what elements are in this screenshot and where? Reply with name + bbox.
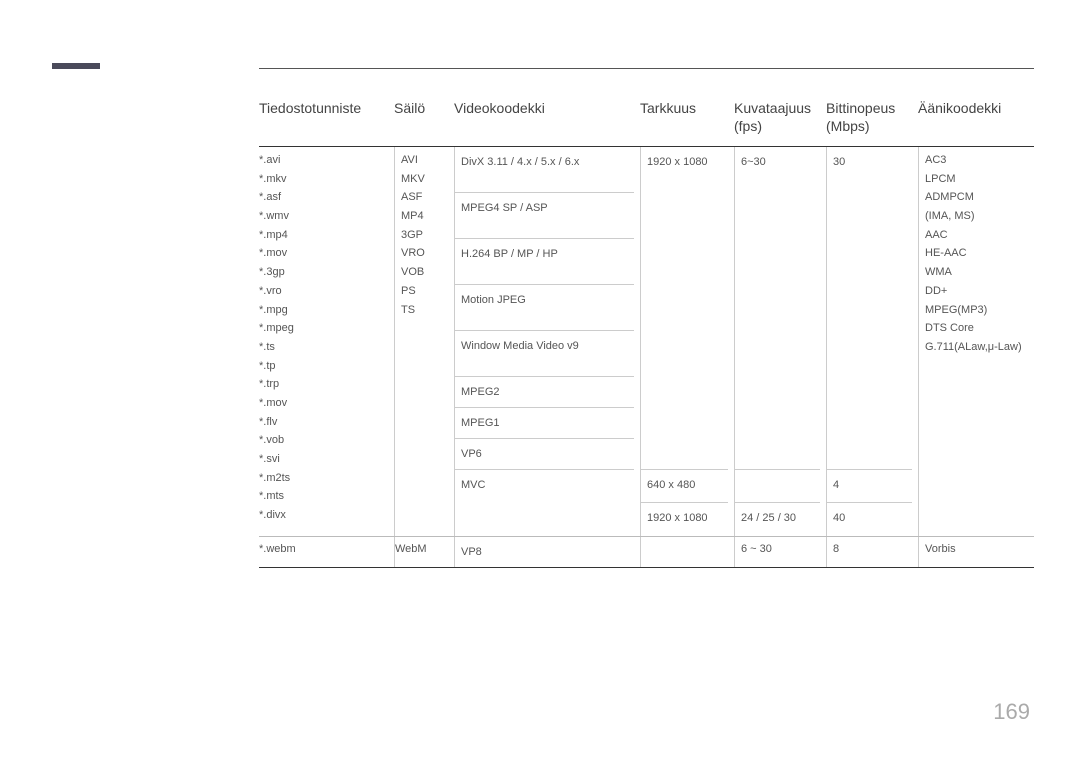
container-item: VOB	[401, 263, 448, 282]
header-bitrate: Bittinopeus (Mbps)	[826, 100, 918, 134]
container-item: PS	[401, 282, 448, 301]
cell-resolutions	[640, 537, 734, 567]
ext-item: *.trp	[259, 375, 388, 394]
audio-codec-item: WMA	[925, 263, 1028, 282]
header-ext: Tiedostotunniste	[259, 100, 394, 116]
codec-item: MPEG4 SP / ASP	[455, 193, 634, 239]
ext-item: *.mov	[259, 244, 388, 263]
table-row: *.avi*.mkv*.asf*.wmv*.mp4*.mov*.3gp*.vro…	[259, 147, 1034, 537]
fps-b	[735, 470, 820, 503]
header-resolution: Tarkkuus	[640, 100, 734, 116]
audio-codec-item: G.711(ALaw,μ-Law)	[925, 338, 1028, 357]
fps-c: 24 / 25 / 30	[735, 503, 820, 536]
bit-c: 40	[827, 503, 912, 536]
bit-a: 30	[827, 147, 912, 470]
ext-item: *.svi	[259, 450, 388, 469]
header-video-codec: Videokoodekki	[454, 100, 640, 116]
ext-item: *.vob	[259, 431, 388, 450]
codec-item: MVC	[455, 470, 634, 500]
cell-extensions: *.webm	[259, 537, 394, 567]
res-a: 1920 x 1080	[641, 147, 728, 470]
ext-item: *.tp	[259, 357, 388, 376]
cell-video-codecs: VP8	[454, 537, 640, 567]
ext-item: *.mov	[259, 394, 388, 413]
container-item: ASF	[401, 188, 448, 207]
audio-codec-item: HE-AAC	[925, 244, 1028, 263]
audio-codec-item: AAC	[925, 226, 1028, 245]
audio-codec-item: MPEG(MP3)	[925, 301, 1028, 320]
codec-item: MPEG2	[455, 377, 634, 408]
audio-codec-item: AC3	[925, 151, 1028, 170]
ext-item: *.wmv	[259, 207, 388, 226]
cell-containers: AVIMKVASFMP43GPVROVOBPSTS	[394, 147, 454, 536]
ext-item: *.3gp	[259, 263, 388, 282]
codec-item: Motion JPEG	[455, 285, 634, 331]
header-fps: Kuvataajuus (fps)	[734, 100, 826, 134]
ext-item: *.mpg	[259, 301, 388, 320]
audio-codec-item: DD+	[925, 282, 1028, 301]
ext-item: *.mkv	[259, 170, 388, 189]
container-item: AVI	[401, 151, 448, 170]
ext-item: *.flv	[259, 413, 388, 432]
res-c: 1920 x 1080	[641, 503, 728, 536]
audio-codec-item: (IMA, MS)	[925, 207, 1028, 226]
cell-bitrate: 30 4 40	[826, 147, 918, 536]
ext-item: *.ts	[259, 338, 388, 357]
ext-item: *.avi	[259, 151, 388, 170]
cell-audio-codecs: Vorbis	[918, 537, 1034, 567]
cell-fps: 6~30 24 / 25 / 30	[734, 147, 826, 536]
codec-vp8: VP8	[455, 537, 634, 567]
ext-item: *.m2ts	[259, 469, 388, 488]
cell-fps: 6 ~ 30	[734, 537, 826, 567]
ext-item: *.asf	[259, 188, 388, 207]
header-fps-label: Kuvataajuus	[734, 100, 811, 116]
container-item: MKV	[401, 170, 448, 189]
codec-item: VP6	[455, 439, 634, 470]
res-b: 640 x 480	[641, 470, 728, 503]
table-row: *.webm WebM VP8 6 ~ 30 8 Vorbis	[259, 537, 1034, 568]
container-item: VRO	[401, 244, 448, 263]
fps-a: 6~30	[735, 147, 820, 470]
codec-item: Window Media Video v9	[455, 331, 634, 377]
container-item: MP4	[401, 207, 448, 226]
ext-item: *.mts	[259, 487, 388, 506]
cell-resolutions: 1920 x 1080 640 x 480 1920 x 1080	[640, 147, 734, 536]
cell-audio-codecs: AC3LPCMADMPCM(IMA, MS)AACHE-AACWMADD+MPE…	[918, 147, 1034, 536]
cell-extensions: *.avi*.mkv*.asf*.wmv*.mp4*.mov*.3gp*.vro…	[259, 147, 394, 536]
container-item: 3GP	[401, 226, 448, 245]
audio-codec-item: DTS Core	[925, 319, 1028, 338]
codec-table: Tiedostotunniste Säilö Videokoodekki Tar…	[259, 100, 1034, 568]
ext-item: *.divx	[259, 506, 388, 525]
header-container: Säilö	[394, 100, 454, 116]
bit-b: 4	[827, 470, 912, 503]
ext-item: *.mp4	[259, 226, 388, 245]
audio-codec-item: LPCM	[925, 170, 1028, 189]
table-header-row: Tiedostotunniste Säilö Videokoodekki Tar…	[259, 100, 1034, 147]
top-rule	[259, 68, 1034, 69]
cell-video-codecs: DivX 3.11 / 4.x / 5.x / 6.xMPEG4 SP / AS…	[454, 147, 640, 536]
codec-item: DivX 3.11 / 4.x / 5.x / 6.x	[455, 147, 634, 193]
header-bitrate-label: Bittinopeus	[826, 100, 895, 116]
header-audio-codec: Äänikoodekki	[918, 100, 1034, 116]
ext-item: *.vro	[259, 282, 388, 301]
header-bitrate-sub: (Mbps)	[826, 118, 912, 134]
ext-item: *.mpeg	[259, 319, 388, 338]
page-number: 169	[993, 699, 1030, 725]
cell-bitrate: 8	[826, 537, 918, 567]
container-item: TS	[401, 301, 448, 320]
header-fps-sub: (fps)	[734, 118, 820, 134]
cell-containers: WebM	[394, 537, 454, 567]
tab-indicator	[52, 63, 100, 69]
codec-item: MPEG1	[455, 408, 634, 439]
audio-codec-item: ADMPCM	[925, 188, 1028, 207]
codec-item: H.264 BP / MP / HP	[455, 239, 634, 285]
